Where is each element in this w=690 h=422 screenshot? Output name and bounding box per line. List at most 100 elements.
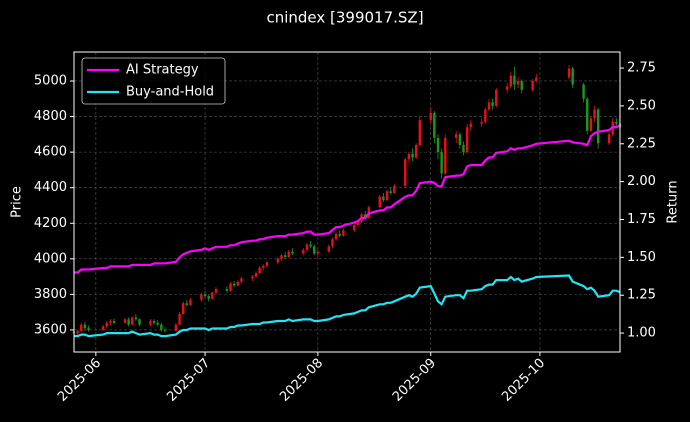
y2-tick-label: 1.25	[627, 288, 656, 303]
y-axis-label: Price	[10, 186, 25, 218]
candle-body	[513, 75, 516, 85]
candle-body	[378, 196, 381, 208]
candle-body	[331, 239, 334, 247]
candle-body	[309, 244, 312, 247]
candle-body	[189, 299, 192, 306]
candle-body	[429, 112, 432, 121]
candle-body	[465, 127, 469, 153]
candle-body	[411, 153, 414, 158]
candle-body	[163, 329, 167, 331]
y-tick-label: 4200	[34, 216, 67, 231]
candle-body	[334, 233, 338, 240]
candle-body	[469, 123, 472, 128]
candle-body	[182, 303, 185, 314]
candle-body	[491, 102, 494, 106]
y-tick-label: 3800	[34, 287, 67, 302]
candle-body	[596, 109, 600, 144]
candle-body	[433, 112, 436, 138]
candle-body	[458, 134, 462, 146]
candle-body	[283, 255, 287, 258]
y-tick-label: 5000	[34, 73, 67, 88]
candle-body	[76, 330, 79, 334]
candle-body	[156, 322, 159, 325]
candle-body	[123, 319, 127, 323]
candle-body	[484, 109, 487, 122]
candle-body	[83, 324, 87, 329]
candle-body	[254, 273, 258, 277]
candle-body	[586, 98, 589, 131]
candle-body	[149, 321, 152, 325]
candle-body	[487, 102, 491, 110]
candle-body	[240, 278, 243, 282]
candle-body	[105, 322, 108, 327]
candle-body	[407, 153, 411, 160]
candle-body	[382, 196, 385, 201]
candle-body	[615, 121, 618, 124]
candle-body	[185, 303, 189, 306]
y-tick-label: 4600	[34, 145, 67, 160]
candle-body	[414, 145, 418, 158]
plot-frame	[73, 51, 621, 353]
candle-body	[509, 75, 512, 87]
candle-body	[101, 326, 105, 330]
candle-body	[287, 251, 290, 258]
y-tick-label: 4800	[34, 109, 67, 124]
candle-body	[316, 251, 320, 254]
candle-body	[302, 249, 305, 254]
candle-body	[131, 317, 134, 325]
candle-body	[436, 137, 440, 153]
candle-body	[225, 289, 229, 291]
candle-body	[251, 276, 254, 279]
candle-body	[353, 225, 356, 231]
candle-body	[607, 134, 611, 144]
candle-body	[440, 152, 443, 174]
y2-axis-label: Return	[666, 180, 681, 223]
y-tick-label: 3600	[34, 322, 67, 337]
candle-body	[567, 68, 571, 78]
y2-tick-label: 2.75	[627, 61, 656, 76]
candle-body	[364, 214, 367, 218]
candle-body	[265, 262, 269, 266]
y-tick-label: 4000	[34, 251, 67, 266]
candle-body	[232, 283, 236, 286]
y2-tick-label: 1.75	[627, 212, 656, 227]
candle-body	[589, 118, 593, 131]
candle-body	[178, 313, 181, 325]
chart-title: cnindex [399017.SZ]	[266, 9, 423, 27]
candle-body	[138, 319, 141, 325]
candle-body	[593, 109, 596, 119]
candle-body	[80, 324, 83, 331]
candle-body	[87, 328, 90, 330]
candle-body	[211, 292, 214, 299]
candle-body	[207, 296, 210, 299]
candle-body	[342, 230, 345, 236]
candle-body	[236, 281, 239, 286]
candle-body	[258, 267, 261, 274]
y2-tick-label: 1.50	[627, 250, 656, 265]
candle-body	[571, 68, 574, 85]
candle-body	[338, 233, 341, 236]
candle-body	[455, 134, 458, 138]
candle-body	[393, 185, 396, 194]
candle-body	[582, 84, 585, 99]
candle-body	[404, 159, 407, 186]
series-line	[74, 274, 621, 338]
candle-body	[305, 244, 309, 250]
legend-label: AI Strategy	[126, 63, 199, 78]
candle-body	[418, 120, 421, 146]
candle-body	[385, 191, 389, 201]
y2-tick-label: 2.50	[627, 98, 656, 113]
candle-body	[109, 321, 112, 323]
candle-body	[444, 137, 447, 174]
series-line	[74, 124, 621, 274]
candle-body	[214, 289, 218, 293]
y2-tick-label: 1.00	[627, 326, 656, 341]
candle-body	[356, 221, 360, 226]
candle-body	[134, 317, 138, 320]
candle-body	[495, 89, 498, 106]
candle-body	[462, 145, 465, 153]
legend-label: Buy-and-Hold	[126, 85, 214, 100]
candle-body	[520, 80, 523, 90]
candle-body	[200, 294, 203, 300]
candle-body	[262, 265, 265, 268]
